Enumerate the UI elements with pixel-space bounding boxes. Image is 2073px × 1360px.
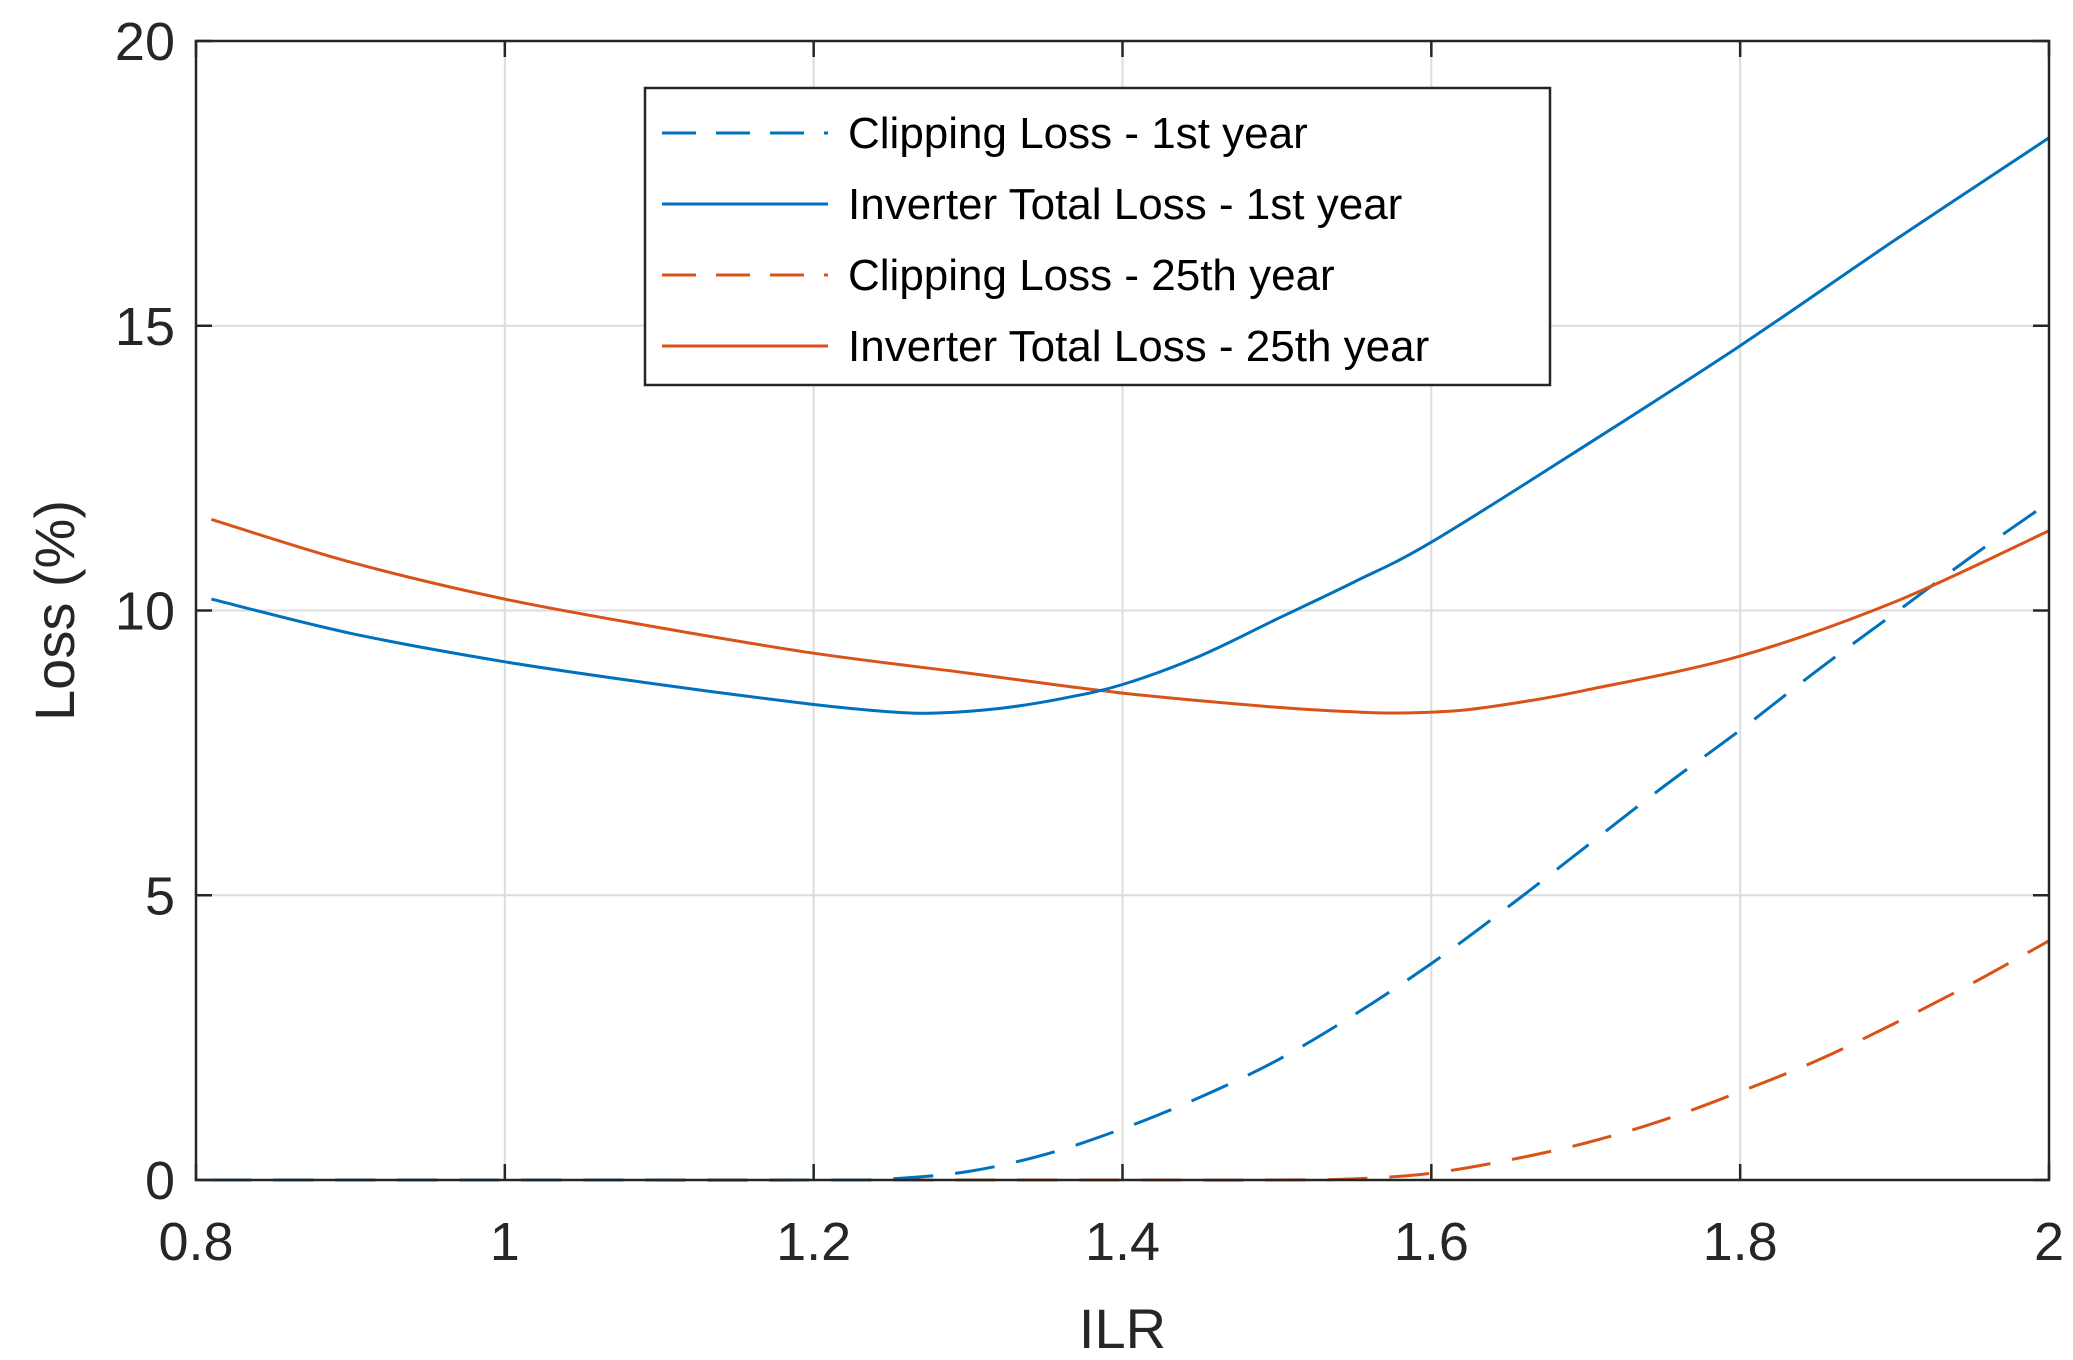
y-tick-label: 15 <box>115 297 175 357</box>
x-tick-label: 0.8 <box>158 1212 233 1272</box>
x-tick-label: 2 <box>2034 1212 2064 1272</box>
y-axis-label: Loss (%) <box>23 500 86 721</box>
series-line-3 <box>210 517 2050 715</box>
y-tick-label: 20 <box>115 12 175 72</box>
x-tick-label: 1.4 <box>1085 1212 1160 1272</box>
legend: Clipping Loss - 1st year Inverter Total L… <box>643 86 1552 387</box>
legend-label: Inverter Total Loss - 25th year <box>848 322 1429 371</box>
legend-label: Clipping Loss - 1st year <box>848 109 1308 158</box>
series-line-2 <box>211 939 2050 1182</box>
x-tick-label: 1.6 <box>1394 1212 1469 1272</box>
series-line-1 <box>211 136 2050 715</box>
y-tick-label: 0 <box>145 1151 175 1211</box>
legend-label: Clipping Loss - 25th year <box>848 251 1335 300</box>
x-axis-label: ILR <box>1079 1297 1166 1360</box>
y-tick-label: 10 <box>115 582 175 642</box>
x-tick-label: 1.2 <box>776 1212 851 1272</box>
legend-box <box>643 86 1552 387</box>
legend-label: Inverter Total Loss - 1st year <box>848 180 1402 229</box>
y-tick-label: 5 <box>145 866 175 926</box>
x-tick-label: 1 <box>490 1212 520 1272</box>
x-tick-label: 1.8 <box>1703 1212 1778 1272</box>
